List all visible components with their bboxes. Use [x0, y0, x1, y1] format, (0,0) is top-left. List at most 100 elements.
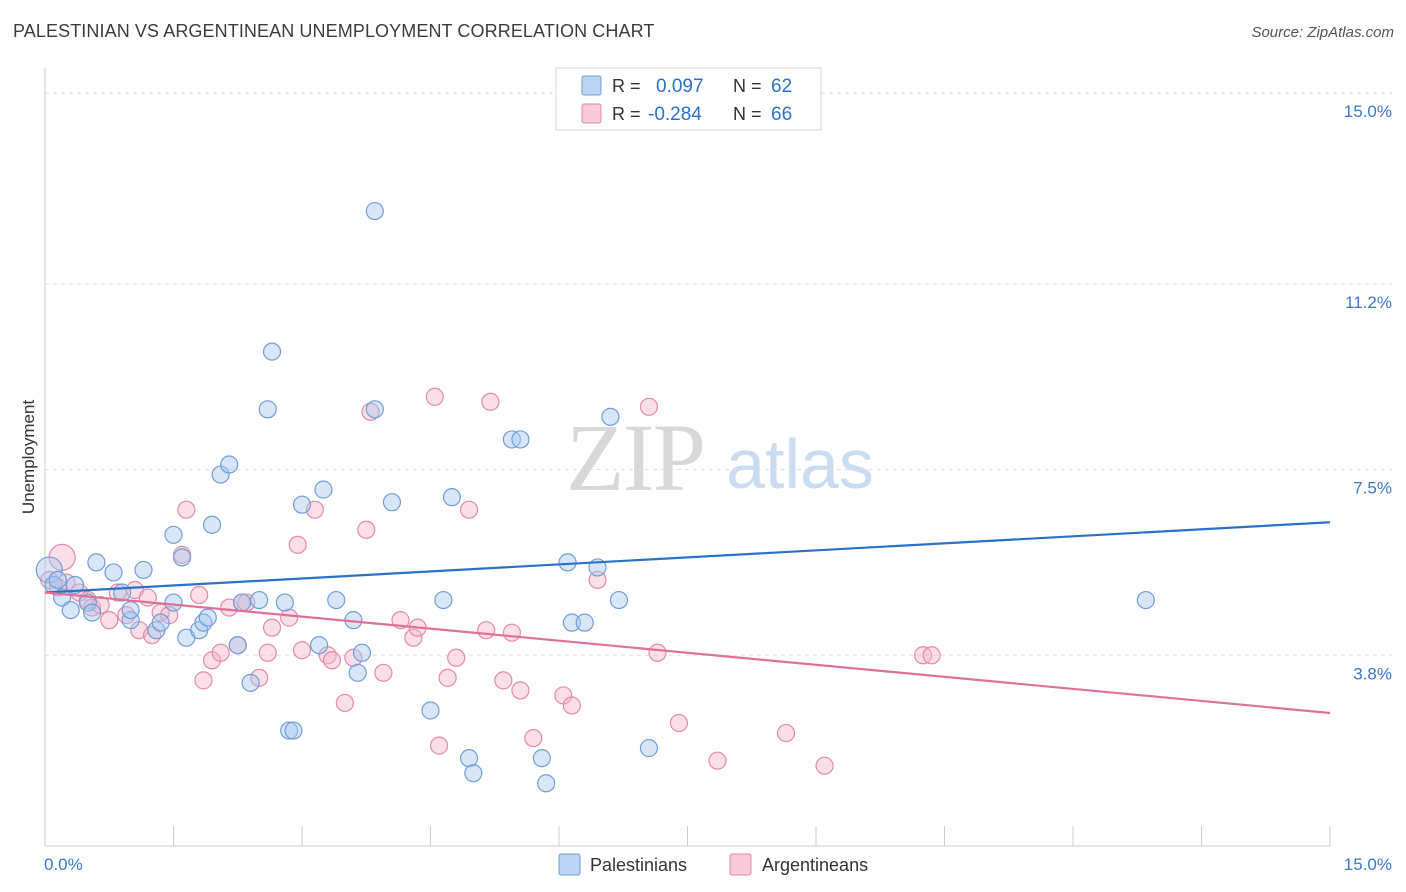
palestinians-point-15 — [151, 613, 170, 632]
palestinians-point-49 — [464, 764, 483, 783]
argentineans-point-21 — [211, 643, 230, 662]
palestinians-point-56 — [575, 613, 594, 632]
palestinians-point-5 — [65, 575, 85, 595]
palestinians-point-17 — [164, 525, 183, 544]
argentineans-point-64 — [922, 646, 941, 665]
palestinians-point-35 — [292, 495, 312, 514]
argentineans-point-27 — [258, 643, 277, 662]
argentineans-point-58 — [648, 643, 667, 662]
palestinians-point-6 — [78, 593, 97, 612]
palestinians-point-52 — [532, 749, 551, 768]
palestinians-point-26 — [228, 636, 247, 655]
y-tick-labels: 3.8% 7.5% 11.2% 15.0% — [1344, 102, 1392, 683]
legend-r-label-palestinians: R = — [612, 76, 641, 96]
argentineans-point-7 — [100, 611, 119, 630]
bottom-legend-label-palestinians: Palestinians — [590, 855, 687, 875]
argentineans-point-30 — [288, 535, 307, 554]
argentineans-trendline — [44, 591, 1331, 715]
palestinians-point-47 — [442, 488, 462, 507]
legend-n-value-argentineans: 66 — [771, 104, 792, 125]
palestinians-point-18 — [172, 548, 192, 567]
legend-r-value-argentineans: -0.284 — [648, 104, 702, 125]
palestinians-point-25 — [220, 455, 239, 474]
argentineans-point-29 — [280, 608, 299, 627]
palestinians-point-42 — [365, 400, 384, 419]
y-axis-label: Unemployment — [19, 400, 38, 515]
argentineans-point-19 — [194, 671, 213, 690]
y-tick-label-0: 3.8% — [1353, 664, 1392, 683]
argentineans-point-39 — [374, 663, 393, 682]
bottom-legend-swatch-argentineans — [729, 853, 752, 876]
palestinians-point-33 — [280, 721, 299, 740]
palestinians-point-7 — [83, 603, 102, 622]
watermark-atlas: atlas — [726, 425, 874, 503]
palestinians-point-36 — [310, 636, 329, 655]
palestinians-point-9 — [104, 563, 123, 582]
argentineans-point-49 — [481, 392, 500, 411]
palestinians-point-13 — [134, 560, 153, 580]
palestinians-point-48 — [459, 749, 479, 768]
bottom-legend-swatch-palestinians — [558, 853, 581, 876]
x-tick-label-max: 15.0% — [1344, 855, 1392, 874]
argentineans-point-34 — [322, 651, 342, 670]
argentineans-point-47 — [459, 500, 479, 519]
palestinians-point-44 — [382, 493, 402, 512]
argentineans-point-59 — [669, 713, 689, 733]
palestinians-point-37 — [314, 480, 333, 499]
argentineans-point-31 — [292, 641, 312, 660]
argentineans-point-48 — [477, 621, 496, 640]
argentineans-point-28 — [262, 618, 282, 637]
argentineans-point-17 — [177, 500, 196, 519]
palestinians-points — [35, 201, 1155, 793]
legend-n-label-palestinians: N = — [733, 76, 762, 96]
trendlines — [44, 521, 1331, 715]
argentineans-point-36 — [344, 648, 363, 667]
palestinians-point-4 — [61, 600, 80, 620]
argentineans-point-43 — [425, 387, 444, 406]
palestinians-point-54 — [558, 553, 577, 572]
palestinians-point-60 — [639, 739, 659, 758]
argentineans-point-37 — [357, 520, 376, 539]
chart-source: Source: ZipAtlas.com — [1251, 24, 1394, 41]
bottom-legend-label-argentineans: Argentineans — [762, 855, 868, 875]
y-tick-label-3: 15.0% — [1344, 102, 1392, 121]
argentineans-point-52 — [511, 681, 530, 700]
palestinians-point-16 — [164, 593, 183, 612]
palestinians-point-38 — [327, 590, 346, 610]
argentineans-point-41 — [404, 628, 423, 647]
palestinians-point-40 — [348, 663, 367, 682]
x-ticks — [44, 826, 1331, 846]
argentineans-point-35 — [335, 693, 354, 713]
palestinians-point-12 — [121, 600, 140, 620]
argentineans-point-18 — [190, 585, 209, 605]
argentineans-point-45 — [438, 668, 457, 687]
watermark-zip: ZIP — [566, 404, 704, 511]
palestinians-point-34 — [284, 721, 303, 740]
argentineans-point-56 — [588, 570, 607, 590]
argentineans-point-60 — [708, 751, 727, 770]
argentineans-point-50 — [494, 671, 513, 690]
legend-r-label-argentineans: R = — [612, 104, 641, 124]
palestinians-point-2 — [48, 570, 67, 590]
argentineans-point-57 — [639, 397, 659, 416]
palestinians-point-28 — [241, 673, 260, 692]
x-tick-label-min: 0.0% — [44, 855, 83, 874]
argentineans-point-55 — [562, 696, 581, 715]
gridlines — [45, 92, 1392, 656]
chart-title: PALESTINIAN VS ARGENTINEAN UNEMPLOYMENT … — [13, 21, 655, 41]
palestinians-trendline — [44, 521, 1331, 594]
palestinians-point-32 — [275, 593, 294, 612]
palestinians-point-43 — [365, 201, 384, 221]
series-legend: Palestinians Argentineans — [558, 853, 868, 876]
y-tick-label-2: 11.2% — [1345, 293, 1392, 312]
palestinians-point-29 — [250, 590, 269, 610]
palestinians-point-61 — [1136, 590, 1155, 610]
legend-n-label-argentineans: N = — [733, 104, 762, 124]
palestinians-point-31 — [262, 342, 282, 361]
argentineans-point-26 — [250, 668, 269, 687]
palestinians-point-8 — [87, 553, 106, 572]
palestinians-point-55 — [562, 613, 581, 632]
argentineans-point-51 — [502, 623, 521, 642]
